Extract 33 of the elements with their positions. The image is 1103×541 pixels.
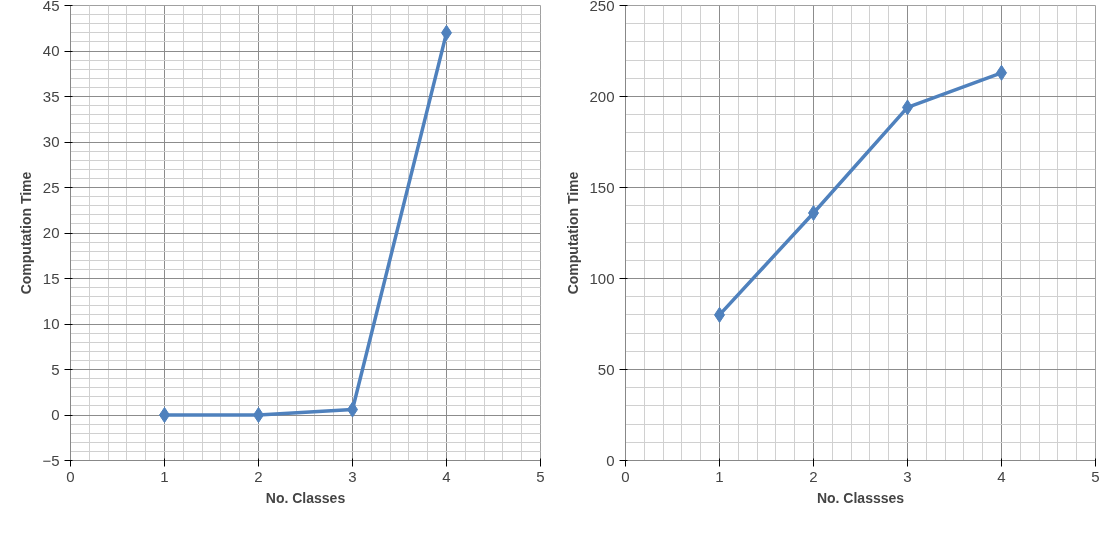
x-tick-label: 3 (903, 467, 912, 485)
y-tick-label: 5 (51, 360, 60, 378)
y-tick-label: 15 (42, 269, 60, 287)
y-tick-label: 50 (597, 360, 615, 378)
x-tick-label: 5 (1091, 467, 1100, 485)
y-tick-label: 40 (42, 42, 60, 59)
y-axis-title: Computation Time (18, 171, 35, 295)
x-tick-label: 0 (621, 467, 630, 485)
x-tick-label: 1 (160, 467, 169, 485)
y-tick-label: 150 (589, 178, 615, 196)
x-tick-label: 2 (254, 467, 263, 485)
x-tick-label: 0 (66, 467, 75, 485)
y-tick-label: 0 (606, 451, 615, 469)
y-tick-label: 100 (589, 269, 615, 287)
y-tick-label: 30 (42, 133, 60, 150)
x-tick-label: 4 (442, 467, 451, 485)
y-tick-label: 25 (42, 178, 60, 196)
y-tick-label: 200 (589, 87, 615, 105)
x-tick-label: 3 (348, 467, 357, 485)
y-tick-label: 0 (51, 406, 60, 423)
y-tick-label: 250 (589, 0, 615, 14)
y-tick-label: 35 (42, 87, 60, 105)
x-axis-title: No. Classes (265, 489, 346, 506)
x-tick-label: 4 (997, 467, 1006, 485)
x-axis-title: No. Classses (816, 489, 905, 506)
y-tick-label: 45 (42, 0, 60, 14)
y-tick-label: 10 (42, 315, 60, 332)
x-tick-label: 5 (536, 467, 545, 485)
y-tick-label: 20 (42, 224, 60, 241)
y-axis-title: Computation Time (565, 171, 582, 295)
x-tick-label: 1 (715, 467, 724, 485)
y-tick-label: −5 (42, 451, 60, 469)
x-tick-label: 2 (809, 467, 818, 485)
